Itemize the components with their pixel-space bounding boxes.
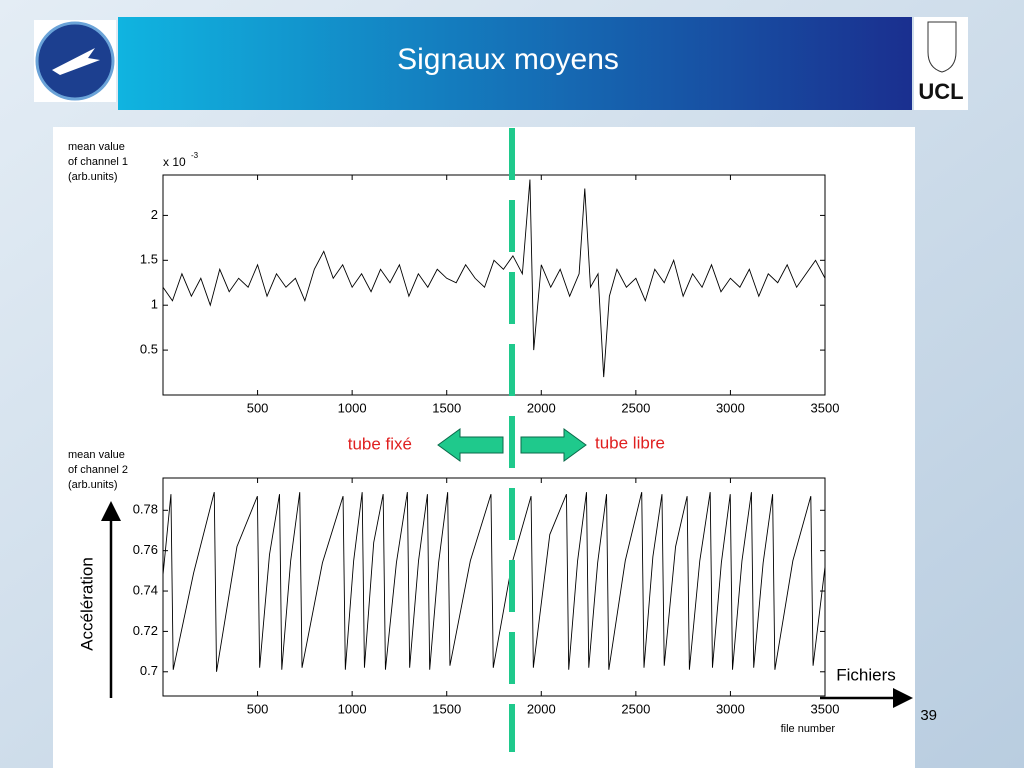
x-arrow-label: Fichiers	[836, 665, 896, 684]
signal-line	[162, 179, 826, 378]
logo-text: UCL	[918, 79, 963, 104]
left-label: tube fixé	[348, 434, 412, 453]
x-tick-label: 2500	[621, 701, 650, 716]
y-axis-label: of channel 1	[68, 156, 128, 168]
y-tick-label: 2	[151, 207, 158, 222]
plot-area	[162, 477, 826, 697]
x-tick-label: 500	[247, 701, 269, 716]
plot-area	[162, 174, 826, 396]
x-tick-label: 3000	[716, 400, 745, 415]
y-tick-label: 0.76	[133, 542, 158, 557]
slide-title: Signaux moyens	[397, 43, 619, 76]
y-axis-label: (arb.units)	[68, 479, 118, 491]
y-axis-label: mean value	[68, 449, 125, 461]
x-tick-label: 1500	[432, 400, 461, 415]
x-tick-label: 1000	[338, 701, 367, 716]
x-tick-label: 3500	[811, 400, 840, 415]
x-tick-label: 2500	[621, 400, 650, 415]
y-tick-label: 1.5	[140, 252, 158, 267]
y-multiplier: x 10	[163, 155, 186, 169]
y-axis-label: mean value	[68, 141, 125, 153]
header-bar	[118, 17, 912, 110]
x-tick-label: 2000	[527, 701, 556, 716]
y-arrow-label: Accélération	[77, 557, 96, 651]
y-exponent: -3	[191, 151, 199, 160]
arrow-right	[520, 428, 587, 462]
logo-plane	[52, 48, 100, 75]
x-tick-label: 500	[247, 400, 269, 415]
crest	[927, 21, 957, 73]
right-label: tube libre	[595, 433, 665, 452]
y-tick-label: 0.72	[133, 623, 158, 638]
y-tick-label: 0.5	[140, 342, 158, 357]
x-axis-label: file number	[781, 723, 836, 735]
x-tick-label: 1000	[338, 400, 367, 415]
y-tick-label: 0.78	[133, 502, 158, 517]
y-axis-label: of channel 2	[68, 464, 128, 476]
y-tick-label: 0.7	[140, 663, 158, 678]
page-number: 39	[920, 707, 937, 724]
x-tick-label: 2000	[527, 400, 556, 415]
x-tick-label: 1500	[432, 701, 461, 716]
arrow-left	[437, 428, 504, 462]
y-tick-label: 1	[151, 297, 158, 312]
x-tick-label: 3000	[716, 701, 745, 716]
y-axis-label: (arb.units)	[68, 171, 118, 183]
y-tick-label: 0.74	[133, 582, 158, 597]
x-tick-label: 3500	[811, 701, 840, 716]
